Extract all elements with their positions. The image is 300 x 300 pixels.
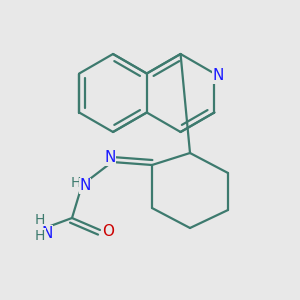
Text: N: N [41, 226, 53, 241]
Text: N: N [79, 178, 91, 194]
Text: H: H [35, 229, 45, 243]
Text: H: H [35, 213, 45, 227]
Text: H: H [71, 176, 81, 190]
Text: N: N [213, 68, 224, 83]
Text: N: N [104, 151, 116, 166]
Text: O: O [102, 224, 114, 239]
